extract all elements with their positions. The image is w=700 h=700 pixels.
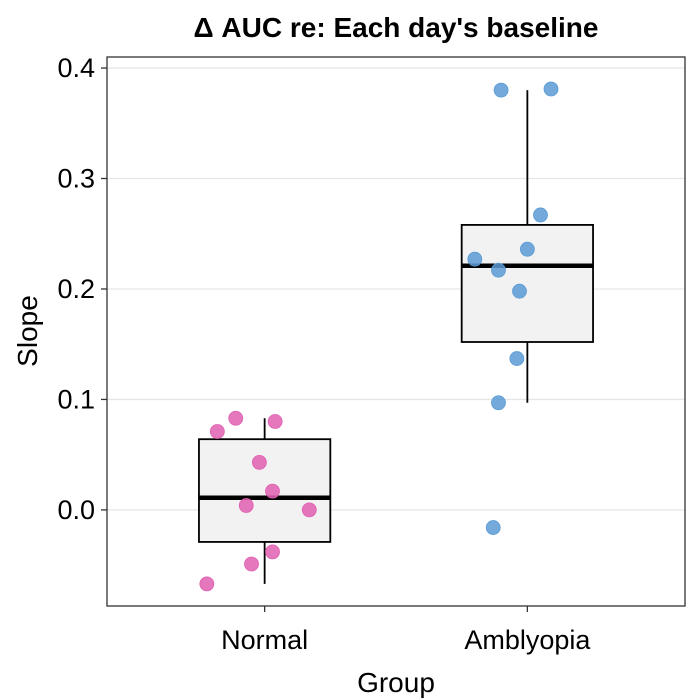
data-point-amblyopia	[467, 251, 483, 267]
x-tick-label-amblyopia: Amblyopia	[464, 625, 591, 655]
data-point-amblyopia	[512, 283, 527, 299]
data-point-amblyopia	[491, 262, 506, 278]
data-point-amblyopia	[533, 207, 548, 223]
data-point-normal	[238, 498, 254, 513]
chart-title: Δ AUC re: Each day's baseline	[194, 12, 599, 43]
gridlines	[107, 67, 685, 511]
data-point-normal	[267, 414, 283, 429]
data-point-normal	[244, 556, 259, 572]
iqr-box-normal	[198, 438, 332, 543]
x-tick-label-normal: Normal	[221, 625, 308, 655]
y-tick-label: 0.3	[57, 164, 95, 194]
x-axis: Normal Amblyopia	[221, 606, 591, 655]
data-point-amblyopia	[485, 520, 501, 535]
y-tick-label: 0.1	[57, 384, 95, 414]
data-point-normal	[199, 576, 215, 592]
data-point-normal	[301, 502, 317, 518]
data-point-normal	[228, 410, 244, 426]
y-axis-title: Slope	[12, 295, 43, 367]
data-point-normal	[209, 424, 225, 439]
data-point-normal	[265, 544, 280, 560]
y-tick-label: 0.4	[57, 53, 95, 83]
y-tick-label: 0.0	[57, 495, 95, 525]
data-point-amblyopia	[509, 351, 525, 366]
plot-panel-border	[106, 56, 686, 607]
data-point-amblyopia	[519, 241, 535, 257]
data-point-normal	[251, 454, 267, 470]
data-point-amblyopia	[491, 395, 506, 411]
data-point-normal	[265, 483, 280, 499]
data-point-amblyopia	[543, 81, 559, 97]
x-axis-title: Group	[357, 667, 435, 698]
data-points	[199, 81, 559, 592]
data-point-amblyopia	[493, 82, 509, 98]
y-axis: 0.0 0.1 0.2 0.3 0.4	[57, 53, 107, 525]
y-tick-label: 0.2	[57, 274, 95, 304]
